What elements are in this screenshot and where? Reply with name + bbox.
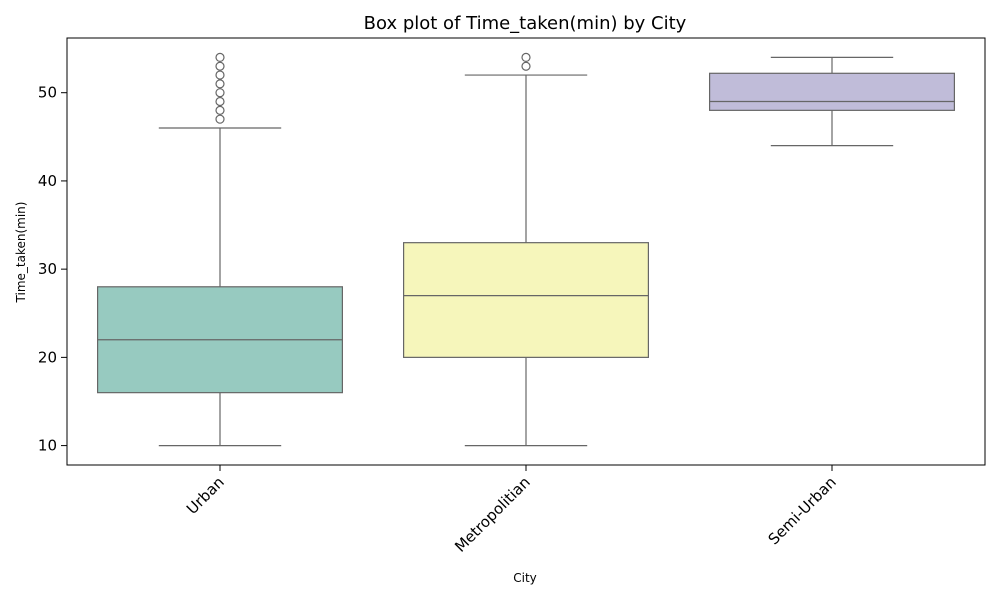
outlier-point xyxy=(215,114,225,124)
y-tick-label: 20 xyxy=(38,348,57,366)
outlier-point xyxy=(215,96,225,107)
box-group-metropolitian xyxy=(403,52,650,447)
outlier-point xyxy=(215,70,225,80)
y-tick-label: 10 xyxy=(38,437,57,455)
outlier-point xyxy=(215,52,225,63)
x-tick-label: Urban xyxy=(183,473,228,518)
outlier-point xyxy=(215,105,225,115)
box-group-urban xyxy=(96,52,344,447)
x-tick-label: Semi-Urban xyxy=(765,473,840,548)
plot-area xyxy=(96,52,955,447)
y-axis: 10 20 30 40 50 xyxy=(38,84,67,455)
outlier-point xyxy=(215,79,225,89)
x-tick-label: Metropolitian xyxy=(451,473,534,556)
y-tick-label: 40 xyxy=(38,172,57,190)
box xyxy=(403,242,650,358)
y-tick-label: 30 xyxy=(38,260,57,278)
x-axis-label: City xyxy=(513,571,537,585)
outlier-point xyxy=(521,61,531,71)
y-axis-label: Time_taken(min) xyxy=(14,202,28,304)
chart-title: Box plot of Time_taken(min) by City xyxy=(364,13,687,34)
box xyxy=(708,72,955,111)
box-group-semi-urban xyxy=(708,56,955,147)
x-axis: Urban Metropolitian Semi-Urban xyxy=(183,465,840,556)
outlier-point xyxy=(215,88,225,98)
y-tick-label: 50 xyxy=(38,84,57,102)
outlier-point xyxy=(215,61,225,71)
outlier-point xyxy=(521,52,531,63)
